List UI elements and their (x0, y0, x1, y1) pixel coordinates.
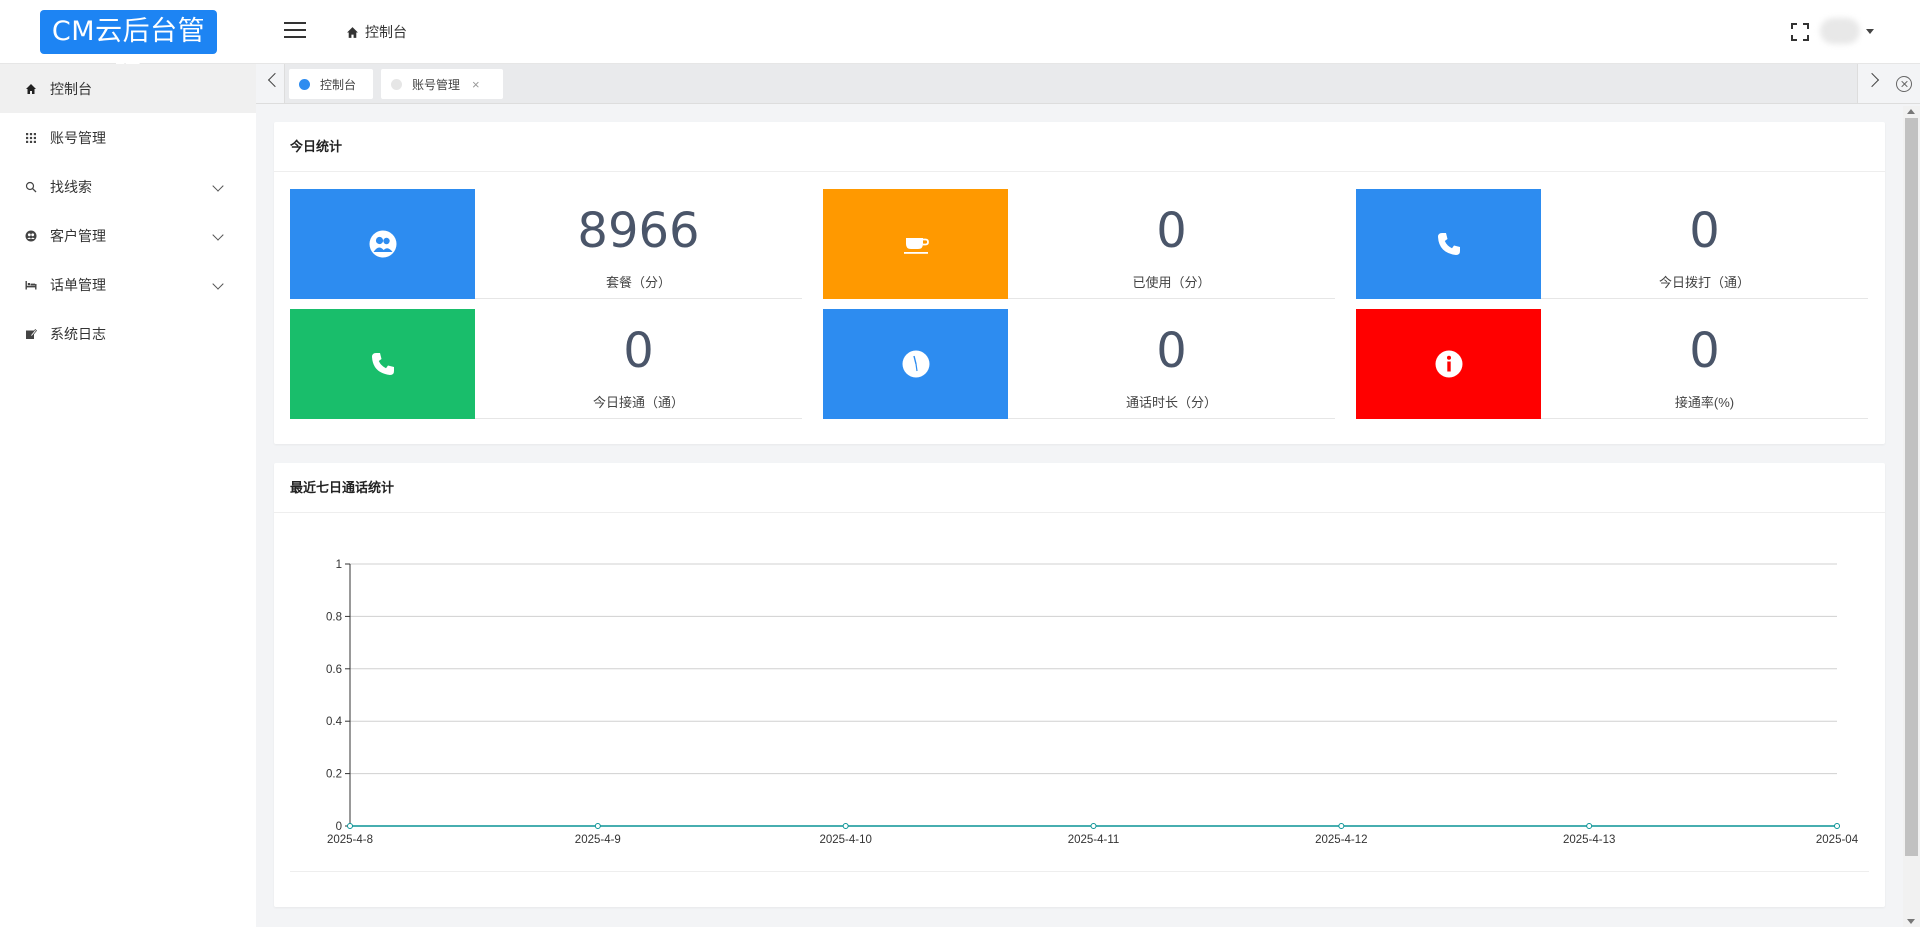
close-icon[interactable]: × (472, 76, 480, 92)
stat-connected-today: 0 今日接通（通） (290, 309, 802, 419)
y-tick-label: 0.4 (326, 716, 343, 728)
y-tick-label: 0.6 (326, 664, 342, 676)
bed-icon (24, 278, 38, 292)
chevron-down-icon (212, 229, 224, 241)
stat-used: 0 已使用（分） (823, 189, 1335, 299)
stat-call-duration: 0 通话时长（分） (823, 309, 1335, 419)
users-circle-icon (290, 189, 475, 299)
home-icon (347, 26, 358, 38)
stat-value: 0 (623, 323, 654, 379)
tab-dashboard[interactable]: 控制台 (289, 69, 373, 99)
chevron-down-icon (212, 278, 224, 290)
sidebar-item-system-log[interactable]: 系统日志 (0, 309, 256, 358)
sidebar-item-label: 找线索 (50, 178, 92, 195)
stat-value: 0 (1689, 203, 1720, 259)
sidebar: 控制台 账号管理 找线索 客户管理 话单管理 系统日志 (0, 64, 256, 927)
search-icon (24, 180, 38, 194)
x-tick-label: 2025-4-11 (1068, 834, 1120, 846)
menu-toggle-icon[interactable] (284, 22, 306, 40)
x-tick-label: 2025-4-12 (1315, 834, 1367, 846)
stat-label: 今日接通（通） (592, 395, 684, 410)
stat-label: 今日拨打（通） (1658, 275, 1750, 290)
tab-label: 账号管理 (412, 77, 461, 92)
home-icon (24, 82, 38, 96)
scroll-up-icon[interactable] (1907, 109, 1915, 114)
sidebar-item-find-leads[interactable]: 找线索 (0, 162, 256, 211)
data-point (1586, 823, 1593, 829)
data-point (1338, 823, 1345, 829)
data-point (1090, 823, 1097, 829)
data-point (347, 823, 353, 829)
x-tick-label: 2025-4-10 (819, 834, 871, 846)
sidebar-item-dashboard[interactable]: 控制台 (0, 64, 256, 113)
weekly-calls-chart: 0 0.2 0.4 0.6 0.8 1 2025-4-8 2025-4-9 2025-4-10 2… (326, 559, 1859, 846)
fullscreen-icon[interactable] (1790, 22, 1810, 42)
data-point (842, 823, 849, 829)
chevron-down-icon (212, 180, 224, 192)
x-tick-label: 2025-4-13 (1563, 834, 1615, 846)
top-header: CM云后台管理 控制台 (0, 0, 1920, 91)
tab-accounts[interactable]: 账号管理 × (381, 69, 503, 99)
y-tick-label: 0 (336, 821, 342, 833)
tab-label: 控制台 (320, 77, 357, 92)
app-logo[interactable]: CM云后台管理 (40, 10, 217, 91)
stat-value: 0 (1156, 203, 1187, 259)
stat-label: 已使用（分） (1132, 275, 1211, 290)
sidebar-item-accounts[interactable]: 账号管理 (0, 113, 256, 162)
tabs-scroll-left-icon[interactable] (267, 72, 283, 88)
tabs-strip: 控制台 账号管理 × (284, 64, 1858, 103)
breadcrumb: 控制台 (346, 22, 407, 42)
y-tick-label: 0.8 (326, 611, 342, 623)
edit-icon (24, 327, 38, 341)
stat-value: 0 (1689, 323, 1720, 379)
close-all-tabs-icon[interactable] (1896, 76, 1912, 92)
stat-value: 0 (1156, 323, 1187, 379)
user-dropdown-caret-icon[interactable] (1866, 29, 1874, 34)
data-point (594, 823, 601, 829)
clock-icon (823, 309, 1008, 419)
users-icon (24, 229, 38, 243)
tab-status-dot (299, 78, 310, 90)
phone-icon (1356, 189, 1541, 299)
data-point (1834, 823, 1840, 829)
x-tick-label: 2025-04 (1816, 834, 1859, 846)
scrollbar-thumb[interactable] (1905, 118, 1918, 856)
stat-value: 8966 (577, 203, 700, 259)
y-tick-label: 0.2 (326, 769, 342, 781)
stat-dialed-today: 0 今日拨打（通） (1356, 189, 1868, 299)
tabs-bar: 控制台 账号管理 × (256, 64, 1920, 104)
card-title: 今日统计 (274, 122, 1885, 172)
phone-icon (290, 309, 475, 419)
sidebar-item-label: 系统日志 (50, 325, 106, 342)
today-stats-card: 今日统计 8966 套餐（分） 0 已使用（分） 0 今日拨打（通） 0 今日接… (274, 122, 1885, 444)
sidebar-item-customers[interactable]: 客户管理 (0, 211, 256, 260)
stat-label: 通话时长（分） (1125, 395, 1217, 410)
info-icon (1356, 309, 1541, 419)
sidebar-item-label: 控制台 (50, 80, 92, 97)
grid-icon (24, 131, 38, 145)
tabs-scroll-right-icon[interactable] (1864, 72, 1880, 88)
weekly-calls-card: 最近七日通话统计 0 0.2 0.4 0.6 0.8 1 2025-4-8 2025-4-9 2… (274, 463, 1885, 907)
x-tick-label: 2025-4-9 (575, 834, 621, 846)
divider (290, 871, 1869, 872)
breadcrumb-label[interactable]: 控制台 (365, 24, 407, 40)
coffee-cup-icon (823, 189, 1008, 299)
stat-label: 套餐（分） (605, 275, 671, 290)
y-tick-label: 1 (336, 559, 342, 571)
avatar[interactable] (1820, 18, 1860, 44)
sidebar-item-label: 账号管理 (50, 129, 106, 146)
card-title: 最近七日通话统计 (274, 463, 1885, 513)
scroll-down-icon[interactable] (1907, 919, 1915, 924)
sidebar-item-call-records[interactable]: 话单管理 (0, 260, 256, 309)
sidebar-item-label: 客户管理 (50, 227, 106, 244)
sidebar-item-label: 话单管理 (50, 276, 106, 293)
page-scrollbar[interactable] (1903, 106, 1920, 927)
stat-package: 8966 套餐（分） (290, 189, 802, 299)
tab-status-dot (391, 78, 402, 90)
stat-label: 接通率(%) (1674, 395, 1735, 410)
stat-connect-rate: 0 接通率(%) (1356, 309, 1868, 419)
x-tick-label: 2025-4-8 (327, 834, 373, 846)
